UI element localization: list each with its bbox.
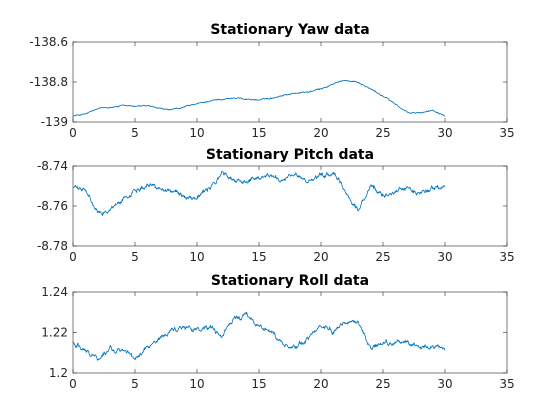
x-tick-label: 5	[131, 250, 139, 264]
y-tick-label: -138.6	[29, 35, 68, 49]
x-tick-label: 35	[499, 126, 514, 140]
x-tick-label: 20	[313, 126, 328, 140]
y-tick-label: -8.78	[37, 239, 68, 253]
y-tick-label: -139	[41, 115, 68, 129]
x-tick-label: 0	[69, 250, 77, 264]
x-tick-label: 25	[375, 126, 390, 140]
y-tick-label: 1.22	[41, 326, 68, 340]
y-tick-label: 1.2	[49, 366, 68, 380]
x-tick-label: 0	[69, 377, 77, 391]
yaw-subplot: Stationary Yaw data 0 5 10 15 20 25 30 35 -139 -1…	[29, 22, 514, 140]
x-tick-label: 15	[251, 250, 266, 264]
x-tick-label: 35	[499, 250, 514, 264]
x-tick-label: 5	[131, 377, 139, 391]
y-tick-label: 1.24	[41, 285, 68, 299]
x-tick-label: 15	[251, 126, 266, 140]
yaw-title: Stationary Yaw data	[210, 22, 369, 38]
x-tick-label: 25	[375, 250, 390, 264]
y-tick-label: -138.8	[29, 75, 68, 89]
x-tick-label: 10	[189, 377, 204, 391]
x-tick-label: 5	[131, 126, 139, 140]
x-tick-label: 30	[437, 126, 452, 140]
pitch-title: Stationary Pitch data	[206, 147, 374, 163]
series-line	[72, 311, 446, 361]
x-tick-label: 10	[189, 126, 204, 140]
series-line	[72, 170, 446, 216]
y-tick-label: -8.76	[37, 199, 68, 213]
roll-subplot: Stationary Roll data 0 5 10 15 20 25 30 35 1.2 1.…	[41, 273, 514, 391]
y-tick-label: -8.74	[37, 159, 68, 173]
x-tick-label: 20	[313, 377, 328, 391]
series-line	[72, 79, 446, 117]
x-tick-label: 35	[499, 377, 514, 391]
roll-title: Stationary Roll data	[211, 273, 369, 289]
pitch-subplot: Stationary Pitch data 0 5 10 15 20 25 30 35 -8.7…	[37, 147, 515, 264]
x-tick-label: 20	[313, 250, 328, 264]
x-tick-label: 15	[251, 377, 266, 391]
x-tick-label: 30	[437, 377, 452, 391]
x-tick-label: 10	[189, 250, 204, 264]
x-tick-label: 25	[375, 377, 390, 391]
x-tick-label: 30	[437, 250, 452, 264]
x-tick-label: 0	[69, 126, 77, 140]
